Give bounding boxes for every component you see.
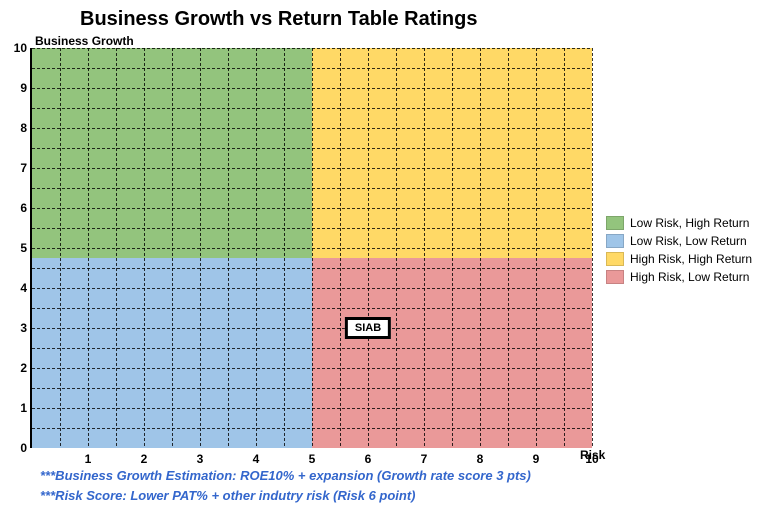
grid-line (32, 328, 590, 329)
grid-line (32, 288, 590, 289)
grid-line (32, 368, 590, 369)
y-tick: 0 (12, 441, 27, 455)
legend-item: Low Risk, Low Return (606, 234, 752, 248)
y-tick: 10 (12, 41, 27, 55)
chart-title: Business Growth vs Return Table Ratings (80, 8, 477, 31)
chart-area: 12345678910012345678910SIAB (30, 48, 590, 448)
grid-line (32, 408, 590, 409)
y-tick: 1 (12, 401, 27, 415)
grid-line (32, 208, 590, 209)
x-tick: 8 (477, 452, 484, 466)
x-tick: 7 (421, 452, 428, 466)
legend-label: High Risk, High Return (630, 252, 752, 266)
grid-line (32, 168, 590, 169)
data-point-label: SIAB (345, 317, 391, 339)
y-tick: 5 (12, 241, 27, 255)
grid-line (32, 128, 590, 129)
grid-line (32, 148, 590, 149)
legend-swatch (606, 216, 624, 230)
x-tick: 6 (365, 452, 372, 466)
legend-label: High Risk, Low Return (630, 270, 749, 284)
legend-label: Low Risk, Low Return (630, 234, 747, 248)
footnote-risk: ***Risk Score: Lower PAT% + other indutr… (40, 488, 416, 503)
x-tick: 4 (253, 452, 260, 466)
legend-item: Low Risk, High Return (606, 216, 752, 230)
grid-line (32, 88, 590, 89)
x-tick: 1 (85, 452, 92, 466)
grid-line (32, 248, 590, 249)
grid-line (32, 68, 590, 69)
grid-line (32, 188, 590, 189)
x-tick: 9 (533, 452, 540, 466)
y-tick: 4 (12, 281, 27, 295)
grid-line (32, 388, 590, 389)
y-tick: 6 (12, 201, 27, 215)
legend-swatch (606, 252, 624, 266)
grid-line (32, 268, 590, 269)
grid-line (32, 48, 590, 49)
x-axis-label: Risk (580, 448, 605, 462)
legend-swatch (606, 270, 624, 284)
legend: Low Risk, High Return Low Risk, Low Retur… (606, 216, 752, 288)
x-tick: 5 (309, 452, 316, 466)
legend-item: High Risk, Low Return (606, 270, 752, 284)
x-tick: 2 (141, 452, 148, 466)
y-tick: 9 (12, 81, 27, 95)
grid-line (32, 348, 590, 349)
legend-item: High Risk, High Return (606, 252, 752, 266)
legend-label: Low Risk, High Return (630, 216, 749, 230)
y-axis-label: Business Growth (35, 34, 134, 48)
grid-line (32, 228, 590, 229)
grid-line (32, 308, 590, 309)
footnote-growth: ***Business Growth Estimation: ROE10% + … (40, 468, 531, 483)
y-tick: 3 (12, 321, 27, 335)
y-tick: 8 (12, 121, 27, 135)
y-tick: 7 (12, 161, 27, 175)
grid-line (32, 428, 590, 429)
y-tick: 2 (12, 361, 27, 375)
legend-swatch (606, 234, 624, 248)
grid-line (32, 108, 590, 109)
grid-line (592, 48, 593, 446)
x-tick: 3 (197, 452, 204, 466)
